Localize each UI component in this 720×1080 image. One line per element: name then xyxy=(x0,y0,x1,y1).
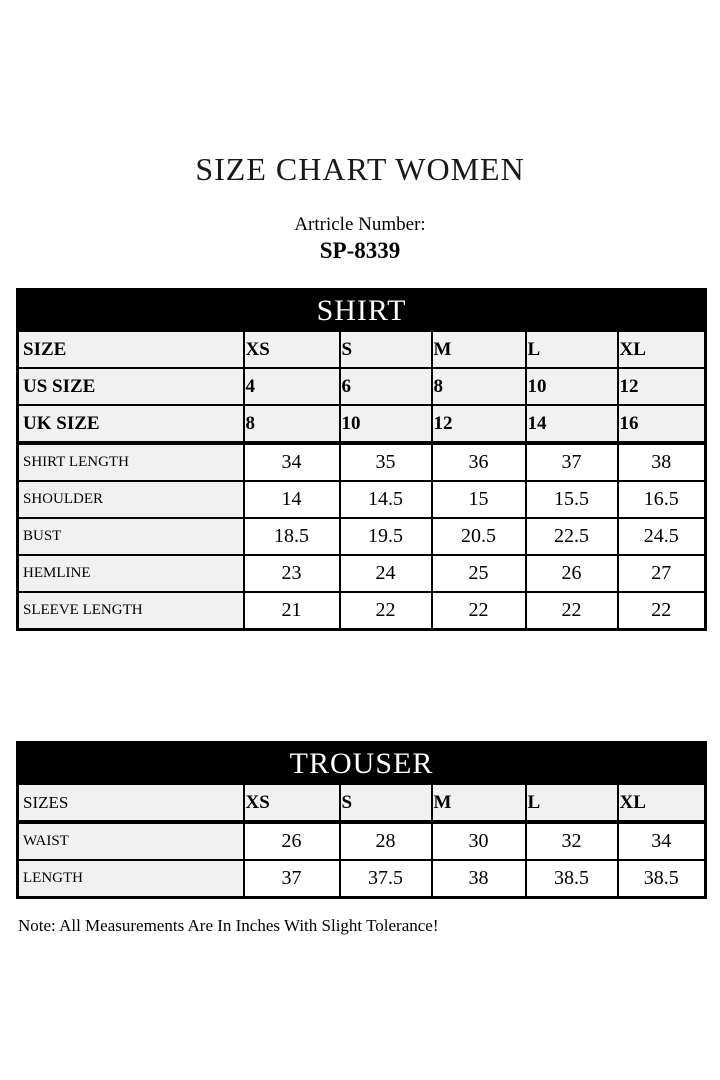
size-value-cell: S xyxy=(338,783,433,824)
size-value-cell: XL xyxy=(616,330,707,369)
row-label: SHOULDER xyxy=(16,480,245,519)
measurement-value-cell: 34 xyxy=(242,442,341,482)
measurement-value-cell: 15 xyxy=(430,480,527,519)
size-value-cell: 16 xyxy=(616,404,707,445)
page-title: SIZE CHART WOMEN xyxy=(195,151,525,187)
size-value-cell: 12 xyxy=(616,367,707,406)
row-label: SHIRT LENGTH xyxy=(16,442,245,482)
size-value-cell: 6 xyxy=(338,367,433,406)
shirt-table: SHIRT SIZE XS S M L XL US SIZE 4 6 8 10 … xyxy=(16,288,707,631)
size-value-cell: 14 xyxy=(524,404,619,445)
shirt-table-header-band: SHIRT xyxy=(16,288,707,332)
size-value-cell: 10 xyxy=(338,404,433,445)
measurement-value-cell: 18.5 xyxy=(242,517,341,556)
measurement-value-cell: 22.5 xyxy=(524,517,619,556)
table-row: SIZE XS S M L XL xyxy=(16,330,707,369)
size-value-cell: 8 xyxy=(242,404,341,445)
table-row: SHIRT LENGTH 34 35 36 37 38 xyxy=(16,442,707,482)
row-label: US SIZE xyxy=(16,367,245,406)
table-row: HEMLINE 23 24 25 26 27 xyxy=(16,554,707,593)
table-row: SHOULDER 14 14.5 15 15.5 16.5 xyxy=(16,480,707,519)
table-row: UK SIZE 8 10 12 14 16 xyxy=(16,404,707,445)
size-value-cell: L xyxy=(524,330,619,369)
table-row: US SIZE 4 6 8 10 12 xyxy=(16,367,707,406)
measurement-value-cell: 25 xyxy=(430,554,527,593)
measurement-value-cell: 30 xyxy=(430,821,527,861)
measurement-value-cell: 37.5 xyxy=(338,859,433,899)
row-label: SIZE xyxy=(16,330,245,369)
measurement-value-cell: 23 xyxy=(242,554,341,593)
measurement-value-cell: 37 xyxy=(242,859,341,899)
size-value-cell: L xyxy=(524,783,619,824)
measurement-value-cell: 38.5 xyxy=(616,859,707,899)
measurement-value-cell: 15.5 xyxy=(524,480,619,519)
table-row: BUST 18.5 19.5 20.5 22.5 24.5 xyxy=(16,517,707,556)
measurement-value-cell: 35 xyxy=(338,442,433,482)
measurement-value-cell: 21 xyxy=(242,591,341,631)
row-label: SLEEVE LENGTH xyxy=(16,591,245,631)
size-value-cell: M xyxy=(430,783,527,824)
article-number-value: SP-8339 xyxy=(319,238,401,263)
measurement-value-cell: 14.5 xyxy=(338,480,433,519)
measurement-value-cell: 24.5 xyxy=(616,517,707,556)
row-label: SIZES xyxy=(16,783,245,824)
measurement-value-cell: 22 xyxy=(338,591,433,631)
size-value-cell: XL xyxy=(616,783,707,824)
measurement-value-cell: 26 xyxy=(242,821,341,861)
trouser-table-header-band: TROUSER xyxy=(16,741,707,785)
measurement-value-cell: 38 xyxy=(616,442,707,482)
measurement-value-cell: 20.5 xyxy=(430,517,527,556)
shirt-table-title: SHIRT xyxy=(16,288,707,332)
measurement-value-cell: 22 xyxy=(430,591,527,631)
measurement-value-cell: 16.5 xyxy=(616,480,707,519)
measurement-value-cell: 38 xyxy=(430,859,527,899)
trouser-table-title: TROUSER xyxy=(16,741,707,785)
table-row: SIZES XS S M L XL xyxy=(16,783,707,824)
measurement-value-cell: 22 xyxy=(524,591,619,631)
measurement-value-cell: 38.5 xyxy=(524,859,619,899)
measurement-value-cell: 14 xyxy=(242,480,341,519)
row-label: LENGTH xyxy=(16,859,245,899)
size-value-cell: XS xyxy=(242,330,341,369)
measurement-value-cell: 22 xyxy=(616,591,707,631)
row-label: WAIST xyxy=(16,821,245,861)
row-label: UK SIZE xyxy=(16,404,245,445)
article-number-label: Artricle Number: xyxy=(294,214,426,235)
table-row: LENGTH 37 37.5 38 38.5 38.5 xyxy=(16,859,707,899)
measurement-value-cell: 26 xyxy=(524,554,619,593)
measurement-value-cell: 37 xyxy=(524,442,619,482)
measurement-value-cell: 34 xyxy=(616,821,707,861)
measurement-value-cell: 36 xyxy=(430,442,527,482)
size-value-cell: 8 xyxy=(430,367,527,406)
size-value-cell: 4 xyxy=(242,367,341,406)
trouser-table: TROUSER SIZES XS S M L XL WAIST 26 28 30… xyxy=(16,741,707,899)
table-row: WAIST 26 28 30 32 34 xyxy=(16,821,707,861)
measurement-value-cell: 27 xyxy=(616,554,707,593)
row-label: BUST xyxy=(16,517,245,556)
measurement-value-cell: 24 xyxy=(338,554,433,593)
measurement-value-cell: 19.5 xyxy=(338,517,433,556)
size-value-cell: 10 xyxy=(524,367,619,406)
measurement-value-cell: 28 xyxy=(338,821,433,861)
table-row: SLEEVE LENGTH 21 22 22 22 22 xyxy=(16,591,707,631)
row-label: HEMLINE xyxy=(16,554,245,593)
note-text: Note: All Measurements Are In Inches Wit… xyxy=(18,916,439,935)
size-value-cell: 12 xyxy=(430,404,527,445)
measurement-value-cell: 32 xyxy=(524,821,619,861)
size-value-cell: XS xyxy=(242,783,341,824)
size-value-cell: M xyxy=(430,330,527,369)
size-value-cell: S xyxy=(338,330,433,369)
